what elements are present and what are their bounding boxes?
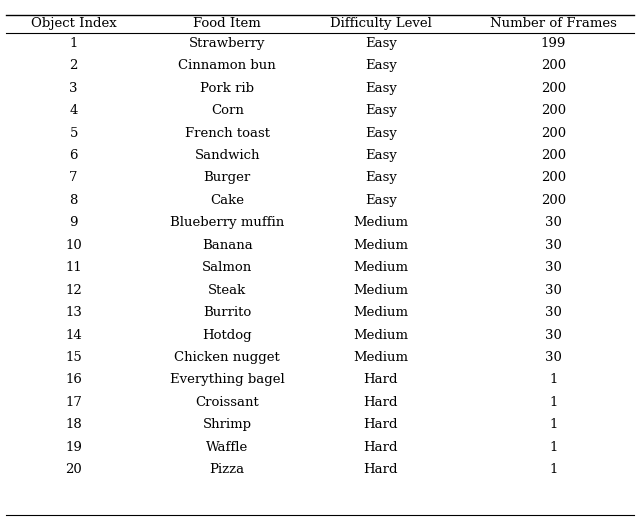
- Text: 19: 19: [65, 441, 82, 454]
- Text: Pizza: Pizza: [210, 463, 244, 476]
- Text: 8: 8: [69, 194, 78, 207]
- Text: Burger: Burger: [204, 172, 251, 184]
- Text: 7: 7: [69, 172, 78, 184]
- Text: 17: 17: [65, 396, 82, 409]
- Text: 1: 1: [549, 418, 558, 431]
- Text: 30: 30: [545, 216, 562, 229]
- Text: 30: 30: [545, 351, 562, 364]
- Text: Shrimp: Shrimp: [203, 418, 252, 431]
- Text: 18: 18: [65, 418, 82, 431]
- Text: French toast: French toast: [185, 127, 269, 139]
- Text: Salmon: Salmon: [202, 261, 252, 274]
- Text: 200: 200: [541, 59, 566, 72]
- Text: 15: 15: [65, 351, 82, 364]
- Text: Medium: Medium: [353, 328, 408, 342]
- Text: 1: 1: [549, 441, 558, 454]
- Text: 30: 30: [545, 306, 562, 319]
- Text: Hard: Hard: [364, 418, 398, 431]
- Text: Chicken nugget: Chicken nugget: [174, 351, 280, 364]
- Text: Easy: Easy: [365, 59, 397, 72]
- Text: Banana: Banana: [202, 239, 253, 252]
- Text: Medium: Medium: [353, 239, 408, 252]
- Text: 4: 4: [69, 104, 78, 117]
- Text: Strawberry: Strawberry: [189, 37, 266, 50]
- Text: Steak: Steak: [208, 284, 246, 297]
- Text: Food Item: Food Item: [193, 17, 261, 30]
- Text: 200: 200: [541, 194, 566, 207]
- Text: Hard: Hard: [364, 463, 398, 476]
- Text: Number of Frames: Number of Frames: [490, 17, 617, 30]
- Text: Easy: Easy: [365, 194, 397, 207]
- Text: Burrito: Burrito: [203, 306, 252, 319]
- Text: Easy: Easy: [365, 82, 397, 95]
- Text: Easy: Easy: [365, 104, 397, 117]
- Text: Sandwich: Sandwich: [195, 149, 260, 162]
- Text: 200: 200: [541, 127, 566, 139]
- Text: 16: 16: [65, 373, 82, 386]
- Text: 9: 9: [69, 216, 78, 229]
- Text: 199: 199: [541, 37, 566, 50]
- Text: 200: 200: [541, 172, 566, 184]
- Text: Medium: Medium: [353, 284, 408, 297]
- Text: 200: 200: [541, 104, 566, 117]
- Text: 5: 5: [69, 127, 78, 139]
- Text: Blueberry muffin: Blueberry muffin: [170, 216, 284, 229]
- Text: 30: 30: [545, 328, 562, 342]
- Text: Easy: Easy: [365, 127, 397, 139]
- Text: 12: 12: [65, 284, 82, 297]
- Text: 30: 30: [545, 284, 562, 297]
- Text: Medium: Medium: [353, 261, 408, 274]
- Text: Cinnamon bun: Cinnamon bun: [179, 59, 276, 72]
- Text: Hard: Hard: [364, 396, 398, 409]
- Text: Difficulty Level: Difficulty Level: [330, 17, 432, 30]
- Text: 1: 1: [549, 396, 558, 409]
- Text: 1: 1: [549, 463, 558, 476]
- Text: 200: 200: [541, 149, 566, 162]
- Text: 30: 30: [545, 261, 562, 274]
- Text: Easy: Easy: [365, 149, 397, 162]
- Text: 6: 6: [69, 149, 78, 162]
- Text: 10: 10: [65, 239, 82, 252]
- Text: Medium: Medium: [353, 306, 408, 319]
- Text: Everything bagel: Everything bagel: [170, 373, 285, 386]
- Text: Hard: Hard: [364, 373, 398, 386]
- Text: Medium: Medium: [353, 216, 408, 229]
- Text: Cake: Cake: [210, 194, 244, 207]
- Text: 13: 13: [65, 306, 82, 319]
- Text: Medium: Medium: [353, 351, 408, 364]
- Text: Waffle: Waffle: [206, 441, 248, 454]
- Text: Easy: Easy: [365, 37, 397, 50]
- Text: 1: 1: [69, 37, 78, 50]
- Text: 200: 200: [541, 82, 566, 95]
- Text: 30: 30: [545, 239, 562, 252]
- Text: 3: 3: [69, 82, 78, 95]
- Text: 1: 1: [549, 373, 558, 386]
- Text: Croissant: Croissant: [195, 396, 259, 409]
- Text: 2: 2: [69, 59, 78, 72]
- Text: 11: 11: [65, 261, 82, 274]
- Text: Pork rib: Pork rib: [200, 82, 254, 95]
- Text: Object Index: Object Index: [31, 17, 116, 30]
- Text: 14: 14: [65, 328, 82, 342]
- Text: Easy: Easy: [365, 172, 397, 184]
- Text: Corn: Corn: [211, 104, 244, 117]
- Text: 20: 20: [65, 463, 82, 476]
- Text: Hard: Hard: [364, 441, 398, 454]
- Text: Hotdog: Hotdog: [202, 328, 252, 342]
